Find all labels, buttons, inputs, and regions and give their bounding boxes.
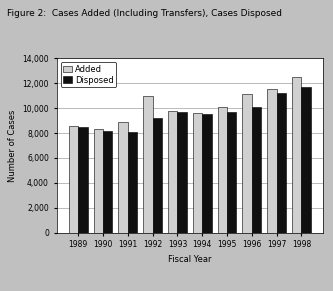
Text: Figure 2:  Cases Added (Including Transfers), Cases Disposed: Figure 2: Cases Added (Including Transfe…: [7, 9, 282, 18]
Y-axis label: Number of Cases: Number of Cases: [8, 109, 17, 182]
Bar: [202, 114, 212, 233]
Bar: [193, 113, 202, 233]
Bar: [94, 129, 103, 233]
Bar: [242, 94, 252, 233]
Bar: [153, 118, 162, 233]
Bar: [292, 77, 301, 233]
Bar: [277, 93, 286, 233]
Bar: [177, 112, 187, 233]
Bar: [118, 122, 128, 233]
Bar: [227, 112, 236, 233]
Bar: [69, 126, 78, 233]
Bar: [252, 107, 261, 233]
X-axis label: Fiscal Year: Fiscal Year: [168, 255, 211, 264]
Bar: [128, 132, 137, 233]
Bar: [143, 96, 153, 233]
Bar: [78, 127, 88, 233]
Bar: [168, 111, 177, 233]
Bar: [301, 87, 311, 233]
Bar: [217, 107, 227, 233]
Bar: [103, 131, 113, 233]
Bar: [267, 89, 277, 233]
Legend: Added, Disposed: Added, Disposed: [61, 62, 116, 87]
